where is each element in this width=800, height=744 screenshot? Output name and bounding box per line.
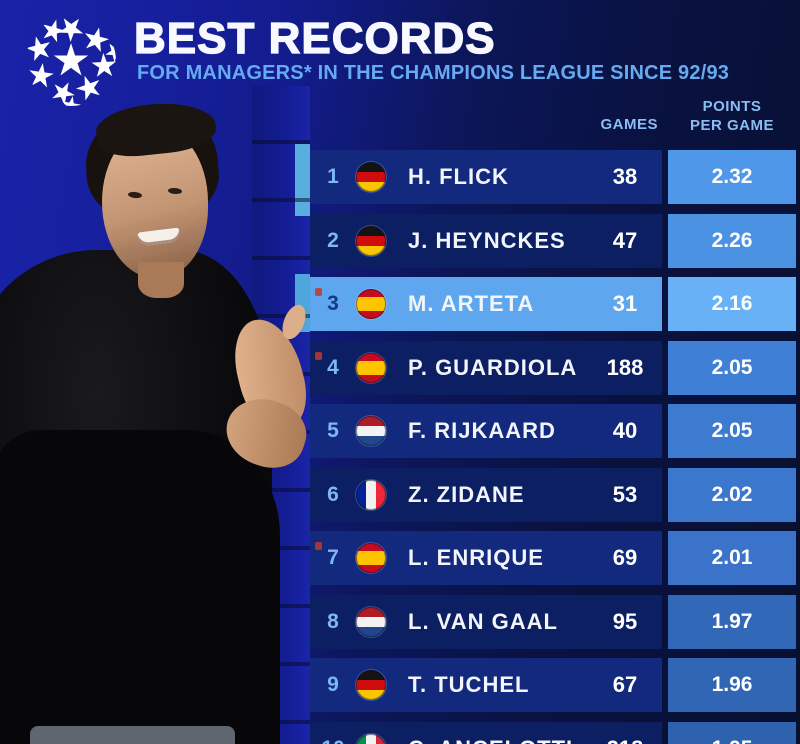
manager-name: C. ANCELOTTI [408,736,573,744]
flag-germany-icon [356,225,386,256]
row-main: 3 M. ARTETA 31 [310,277,662,331]
table-row: 3 M. ARTETA 31 2.16 [310,277,796,331]
manager-photo [0,0,310,744]
photo-neck [138,262,184,298]
page-title: BEST RECORDS [133,13,496,63]
games-value: 69 [612,545,638,570]
points-per-game-cell: 1.97 [668,594,796,649]
row-main: 4 P. GUARDIOLA 188 [310,340,662,395]
table-row: 5 F. RIJKAARD 40 2.05 [310,404,796,458]
row-main: 9 T. TUCHEL 67 [310,658,662,712]
games-value: 38 [612,164,638,189]
manager-name: M. ARTETA [408,291,535,316]
points-per-game-cell: 2.16 [668,277,796,331]
manager-name: H. FLICK [408,164,509,189]
champions-league-starball-icon [26,17,116,106]
column-header-games: GAMES [600,116,658,133]
points-per-game-cell: 2.26 [668,213,796,268]
table-row: 7 L. ENRIQUE 69 2.01 [310,531,796,585]
flag-germany-icon [356,162,386,192]
rank-number: 10 [310,737,356,744]
row-main: 8 L. VAN GAAL 95 [310,594,662,649]
flag-france-icon [356,479,386,510]
rank-number: 3 [327,292,339,315]
rank-number: 1 [327,165,339,188]
table-rows: 1 H. FLICK 38 2.32 2 J. HEYNCKES 47 2.26 3 M. ART… [310,150,796,744]
row-main: 5 F. RIJKAARD 40 [310,404,662,458]
rank-number: 8 [327,609,339,633]
points-per-game-cell: 2.01 [668,531,796,585]
points-per-game-cell: 2.32 [668,150,796,204]
games-value: 95 [612,608,638,634]
points-per-game-cell: 1.95 [668,721,796,744]
table-row: 2 J. HEYNCKES 47 2.26 [310,213,796,268]
flag-italy-icon [356,733,386,744]
manager-name: F. RIJKAARD [408,418,556,443]
page-subtitle: FOR MANAGERS* IN THE CHAMPIONS LEAGUE SI… [137,62,730,84]
rank-number: 7 [327,546,339,569]
row-main: 10 C. ANCELOTTI 218 [310,721,662,744]
manager-name: L. VAN GAAL [408,608,558,634]
manager-name: J. HEYNCKES [408,227,566,253]
points-per-game-cell: 1.96 [668,658,796,712]
flag-spain-icon [315,288,386,319]
manager-name: P. GUARDIOLA [408,354,578,380]
games-value: 188 [606,354,644,380]
row-main: 7 L. ENRIQUE 69 [310,531,662,585]
rank-number: 4 [327,355,339,379]
table-row: 4 P. GUARDIOLA 188 2.05 [310,340,796,395]
photo-jacket-lower [0,430,280,744]
rank-number: 6 [327,482,339,506]
flag-spain-icon [315,351,386,383]
flag-spain-icon [315,542,386,573]
rank-number: 2 [327,228,339,252]
table-row: 1 H. FLICK 38 2.32 [310,150,796,204]
games-value: 40 [612,418,638,443]
rank-number: 9 [327,673,339,696]
games-value: 47 [612,227,638,253]
games-value: 67 [612,672,638,697]
row-main: 2 J. HEYNCKES 47 [310,213,662,268]
games-value: 31 [612,291,638,316]
table-row: 6 Z. ZIDANE 53 2.02 [310,467,796,522]
rank-number: 5 [327,419,339,442]
games-value: 218 [588,736,662,744]
points-per-game-cell: 2.05 [668,340,796,395]
games-value: 53 [612,481,638,507]
manager-name: L. ENRIQUE [408,545,544,570]
column-header-points-per-game: POINTS PER GAME [689,98,774,134]
row-main: 6 Z. ZIDANE 53 [310,467,662,522]
points-per-game-cell: 2.02 [668,467,796,522]
table-row: 10 C. ANCELOTTI 218 1.95 [310,721,796,744]
flag-germany-icon [356,670,386,700]
photo-jeans [30,726,235,744]
manager-name: T. TUCHEL [408,672,530,697]
manager-name: Z. ZIDANE [408,481,525,507]
row-main: 1 H. FLICK 38 [310,150,662,204]
points-per-game-cell: 2.05 [668,404,796,458]
flag-netherlands-icon [356,416,386,446]
flag-netherlands-icon [356,606,386,637]
table-row: 8 L. VAN GAAL 95 1.97 [310,594,796,649]
table-row: 9 T. TUCHEL 67 1.96 [310,658,796,712]
